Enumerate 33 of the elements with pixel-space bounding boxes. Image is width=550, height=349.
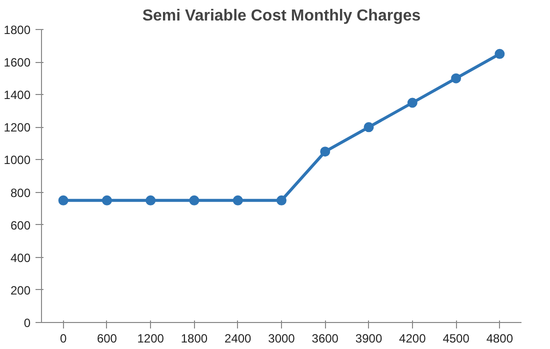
- point: [320, 146, 330, 157]
- point: [451, 73, 462, 84]
- y-tick-label: 1200: [4, 120, 31, 135]
- point: [494, 48, 505, 59]
- x-tick-label: 4200: [399, 332, 426, 346]
- x-tick-label: 1200: [137, 332, 164, 346]
- point: [189, 195, 200, 206]
- y-tick-label: 0: [24, 316, 31, 330]
- x-tick-label: 3600: [312, 332, 339, 346]
- y-tick-label: 200: [10, 283, 31, 298]
- point: [232, 195, 243, 206]
- x-tick-label: 2400: [224, 332, 252, 346]
- y-tick-label: 1800: [4, 23, 31, 37]
- x-tick-label: 3000: [268, 332, 296, 346]
- y-tick-label: 1000: [4, 153, 31, 168]
- y-tick-label: 400: [10, 250, 31, 265]
- x-tick-label: 1800: [180, 332, 208, 346]
- y-tick-label: 1400: [4, 88, 31, 102]
- x-tick-label: 4500: [442, 332, 470, 346]
- point: [146, 195, 156, 206]
- point: [276, 195, 286, 206]
- point: [102, 195, 112, 206]
- point: [407, 98, 418, 108]
- point: [364, 122, 374, 132]
- chart-title: Semi Variable Cost Monthly Charges: [142, 8, 421, 24]
- x-tick-label: 0: [60, 332, 67, 346]
- x-tick-label: 4800: [486, 332, 514, 346]
- y-tick-label: 800: [10, 186, 31, 200]
- x-tick-label: 600: [96, 332, 118, 346]
- y-tick-label: 1600: [4, 56, 31, 70]
- x-tick-label: 3900: [355, 332, 382, 346]
- y-tick-label: 600: [10, 218, 31, 232]
- point: [58, 195, 68, 206]
